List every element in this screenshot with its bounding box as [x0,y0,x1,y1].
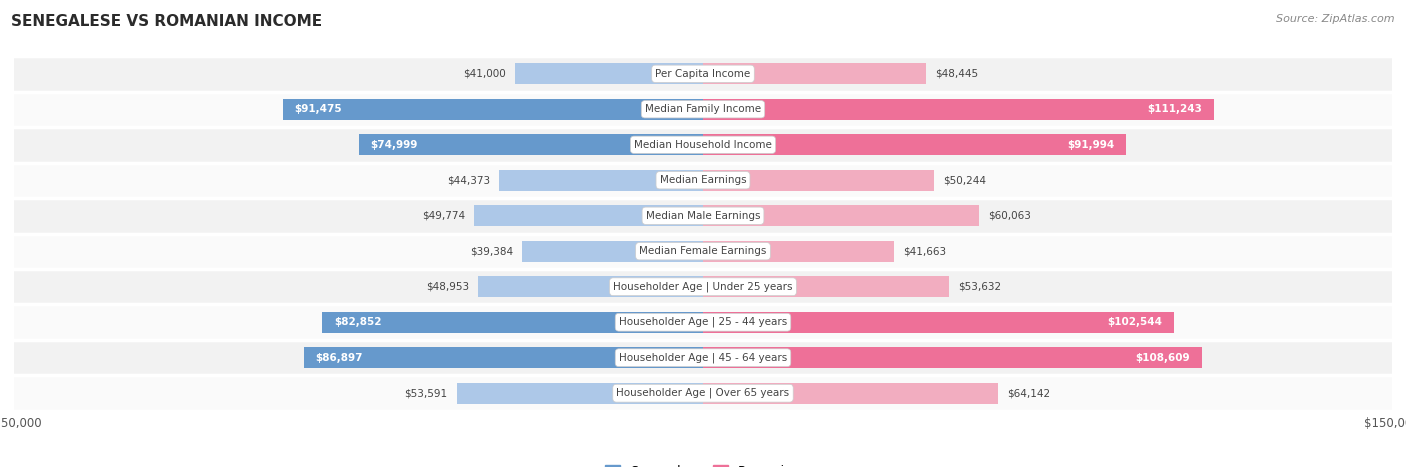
Text: Source: ZipAtlas.com: Source: ZipAtlas.com [1277,14,1395,24]
Bar [703,170,934,191]
Bar [499,170,703,191]
Bar [14,340,1392,375]
Bar [14,234,1392,269]
Text: Householder Age | 25 - 44 years: Householder Age | 25 - 44 years [619,317,787,327]
Text: $91,994: $91,994 [1067,140,1114,150]
Text: $86,897: $86,897 [315,353,363,363]
Bar [478,276,703,297]
Bar [322,311,703,333]
Text: Median Household Income: Median Household Income [634,140,772,150]
Text: Householder Age | Over 65 years: Householder Age | Over 65 years [616,388,790,398]
Bar [703,347,1202,368]
Text: Householder Age | 45 - 64 years: Householder Age | 45 - 64 years [619,353,787,363]
Bar [359,134,703,156]
Bar [703,382,998,404]
Text: $41,663: $41,663 [904,246,946,256]
Bar [522,241,703,262]
Bar [703,63,925,85]
Text: $39,384: $39,384 [470,246,513,256]
Bar [283,99,703,120]
Bar [703,311,1174,333]
Text: $53,591: $53,591 [405,388,447,398]
Bar [474,205,703,226]
Text: Median Family Income: Median Family Income [645,104,761,114]
Text: Per Capita Income: Per Capita Income [655,69,751,79]
Bar [515,63,703,85]
Text: $41,000: $41,000 [463,69,506,79]
Text: Median Female Earnings: Median Female Earnings [640,246,766,256]
Bar [14,198,1392,234]
Bar [14,92,1392,127]
Text: SENEGALESE VS ROMANIAN INCOME: SENEGALESE VS ROMANIAN INCOME [11,14,322,29]
Bar [703,205,979,226]
Text: $48,445: $48,445 [935,69,977,79]
Text: $60,063: $60,063 [988,211,1031,221]
Text: $50,244: $50,244 [943,175,986,185]
Bar [703,241,894,262]
Bar [703,276,949,297]
Text: $74,999: $74,999 [370,140,418,150]
Bar [14,304,1392,340]
Bar [14,375,1392,411]
Bar [703,134,1126,156]
Bar [14,163,1392,198]
Text: $91,475: $91,475 [294,104,342,114]
Text: $48,953: $48,953 [426,282,470,292]
Text: $49,774: $49,774 [422,211,465,221]
Legend: Senegalese, Romanian: Senegalese, Romanian [600,460,806,467]
Bar [14,127,1392,163]
Text: $44,373: $44,373 [447,175,491,185]
Bar [457,382,703,404]
Text: Median Male Earnings: Median Male Earnings [645,211,761,221]
Bar [304,347,703,368]
Text: $102,544: $102,544 [1108,317,1163,327]
Text: Householder Age | Under 25 years: Householder Age | Under 25 years [613,282,793,292]
Text: $64,142: $64,142 [1007,388,1050,398]
Bar [14,269,1392,304]
Text: $111,243: $111,243 [1147,104,1202,114]
Text: $53,632: $53,632 [959,282,1001,292]
Text: Median Earnings: Median Earnings [659,175,747,185]
Bar [14,56,1392,92]
Text: $82,852: $82,852 [335,317,381,327]
Text: $108,609: $108,609 [1136,353,1191,363]
Bar [703,99,1213,120]
